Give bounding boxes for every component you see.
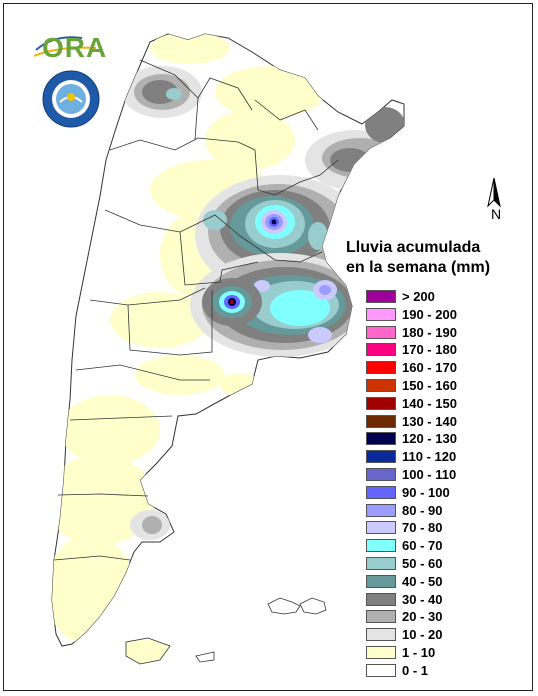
legend-item: > 200 xyxy=(366,288,526,306)
legend-label: 150 - 160 xyxy=(402,378,457,393)
legend-label: 140 - 150 xyxy=(402,395,457,411)
legend-label: 70 - 80 xyxy=(402,520,443,536)
north-arrow-icon xyxy=(487,177,501,208)
legend-label: 80 - 90 xyxy=(402,502,443,518)
legend-swatch xyxy=(366,468,396,481)
legend-swatch xyxy=(366,361,396,375)
legend-swatch xyxy=(366,485,396,499)
legend-item: 1 - 10 xyxy=(366,644,526,662)
legend-item: 50 - 60 xyxy=(366,555,526,573)
legend-swatch xyxy=(366,503,396,517)
legend-label: 100 - 110 xyxy=(402,467,457,482)
legend-label: 40 - 50 xyxy=(402,573,443,589)
legend-label: 20 - 30 xyxy=(402,609,443,625)
malvinas-islands xyxy=(267,597,327,615)
legend-item: 120 - 130 xyxy=(366,430,526,448)
legend-item: 150 - 160 xyxy=(366,377,526,395)
legend-title-line2: en la semana (mm) xyxy=(346,259,491,276)
legend-swatch xyxy=(366,307,396,321)
ora-logo: ORA xyxy=(34,30,106,64)
legend-item: 90 - 100 xyxy=(366,484,526,502)
legend-label: 30 - 40 xyxy=(402,591,443,607)
legend-label: 10 - 20 xyxy=(402,627,443,643)
legend-item: 40 - 50 xyxy=(366,573,526,591)
legend-swatch xyxy=(366,343,396,357)
north-arrow: N xyxy=(480,176,516,224)
legend-item: 10 - 20 xyxy=(366,626,526,644)
legend-swatch xyxy=(366,414,396,428)
legend-item: 190 - 200 xyxy=(366,306,526,324)
legend-swatch xyxy=(366,396,396,410)
legend-swatch xyxy=(366,610,396,624)
tierra-del-fuego xyxy=(125,637,215,665)
legend-label: 0 - 1 xyxy=(402,662,429,678)
legend-label: 90 - 100 xyxy=(402,484,450,500)
legend-swatch xyxy=(366,646,396,659)
legend-label: 190 - 200 xyxy=(402,306,457,322)
legend-item: 180 - 190 xyxy=(366,324,526,342)
legend-title: Lluvia acumulada en la semana (mm) xyxy=(346,238,490,278)
legend-item: 170 - 180 xyxy=(366,341,526,359)
legend-swatch xyxy=(366,628,396,642)
province-boundaries xyxy=(53,59,339,561)
legend-title-line1: Lluvia acumulada xyxy=(346,239,481,256)
legend-swatch xyxy=(366,290,396,303)
north-label: N xyxy=(491,206,502,222)
legend-label: 130 - 140 xyxy=(402,413,457,429)
legend-item: 70 - 80 xyxy=(366,519,526,537)
legend-item: 130 - 140 xyxy=(366,413,526,431)
legend-label: 160 - 170 xyxy=(402,360,457,376)
legend-swatch xyxy=(366,450,396,464)
legend-label: 1 - 10 xyxy=(402,645,436,660)
legend-label: 60 - 70 xyxy=(402,538,443,554)
legend-item: 30 - 40 xyxy=(366,591,526,609)
legend-label: 110 - 120 xyxy=(402,449,457,465)
smn-seal-icon xyxy=(42,70,100,128)
legend-swatch xyxy=(366,557,396,570)
legend-label: 120 - 130 xyxy=(402,431,457,447)
legend-item: 140 - 150 xyxy=(366,395,526,413)
legend-item: 0 - 1 xyxy=(366,662,526,680)
legend-swatch xyxy=(366,592,396,606)
rainfall-fields xyxy=(52,34,404,645)
legend-item: 100 - 110 xyxy=(366,466,526,484)
legend-item: 160 - 170 xyxy=(366,359,526,377)
legend-label: 50 - 60 xyxy=(402,556,443,571)
legend-item: 80 - 90 xyxy=(366,502,526,520)
legend-swatch xyxy=(366,539,396,553)
legend-swatch xyxy=(366,379,396,392)
legend-swatch xyxy=(366,325,396,339)
legend-label: 170 - 180 xyxy=(402,342,457,358)
legend-swatch xyxy=(366,663,396,677)
legend-item: 60 - 70 xyxy=(366,537,526,555)
legend-item: 20 - 30 xyxy=(366,608,526,626)
legend-label: 180 - 190 xyxy=(402,324,457,340)
legend-label: > 200 xyxy=(402,289,435,304)
legend-swatch xyxy=(366,521,396,535)
legend-item: 110 - 120 xyxy=(366,448,526,466)
legend-swatch xyxy=(366,574,396,588)
ora-logo-text: ORA xyxy=(42,32,108,63)
legend-swatch xyxy=(366,432,396,446)
